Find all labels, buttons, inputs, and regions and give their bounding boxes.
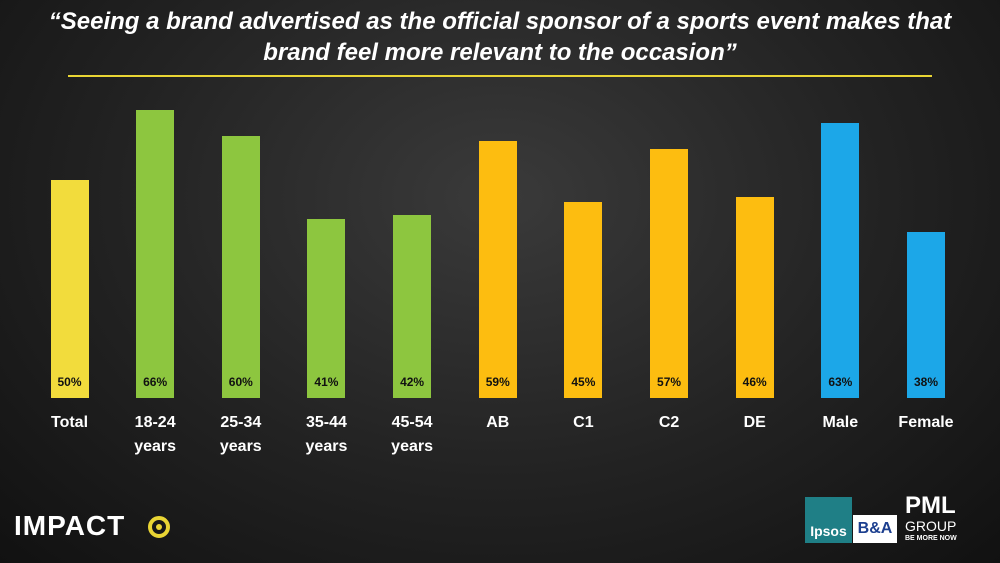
value-label: 45%: [571, 375, 596, 389]
value-label: 46%: [742, 375, 767, 389]
value-label: 42%: [400, 375, 425, 389]
value-label: 57%: [657, 375, 682, 389]
bar: [907, 232, 945, 398]
bar: [564, 201, 603, 398]
x-tick-label: C2: [658, 414, 680, 431]
impact-logo: IMPACT: [14, 510, 126, 541]
bar: [650, 149, 689, 398]
value-label: 66%: [143, 375, 168, 389]
x-tick-label: 18-24 years: [134, 414, 177, 455]
x-tick-label: Total: [50, 414, 89, 431]
bar: [136, 110, 175, 398]
value-label: 63%: [828, 375, 853, 389]
value-label: 60%: [228, 375, 253, 389]
bar: [393, 214, 432, 398]
x-tick-label: 25-34 years: [219, 414, 262, 455]
pml-tagline: BE MORE NOW: [905, 535, 957, 542]
x-tick-label: Female: [898, 414, 954, 431]
ba-logo: B&A: [853, 515, 897, 543]
pml-logo: PML: [905, 492, 956, 519]
x-tick-label: 35-44 years: [305, 414, 348, 455]
pml-group: GROUP: [905, 518, 957, 534]
title-rule: [68, 75, 932, 77]
impact-icon: [148, 516, 170, 538]
chart-title: “Seeing a brand advertised as the offici…: [48, 8, 952, 66]
bar: [307, 219, 346, 398]
value-label: 41%: [314, 375, 339, 389]
ipsos-logo: Ipsos: [805, 497, 852, 543]
bar: [221, 136, 260, 398]
bar: [50, 180, 89, 398]
x-tick-label: C1: [573, 414, 594, 431]
value-label: 50%: [57, 375, 82, 389]
bar: [478, 140, 517, 398]
x-tick-label: DE: [743, 414, 766, 431]
bar: [821, 123, 860, 398]
bar: [735, 197, 774, 398]
x-tick-label: 45-54 years: [391, 414, 433, 455]
value-label: 38%: [913, 375, 939, 389]
x-tick-label: Male: [822, 414, 859, 431]
x-tick-label: AB: [486, 414, 510, 431]
value-label: 59%: [485, 375, 510, 389]
